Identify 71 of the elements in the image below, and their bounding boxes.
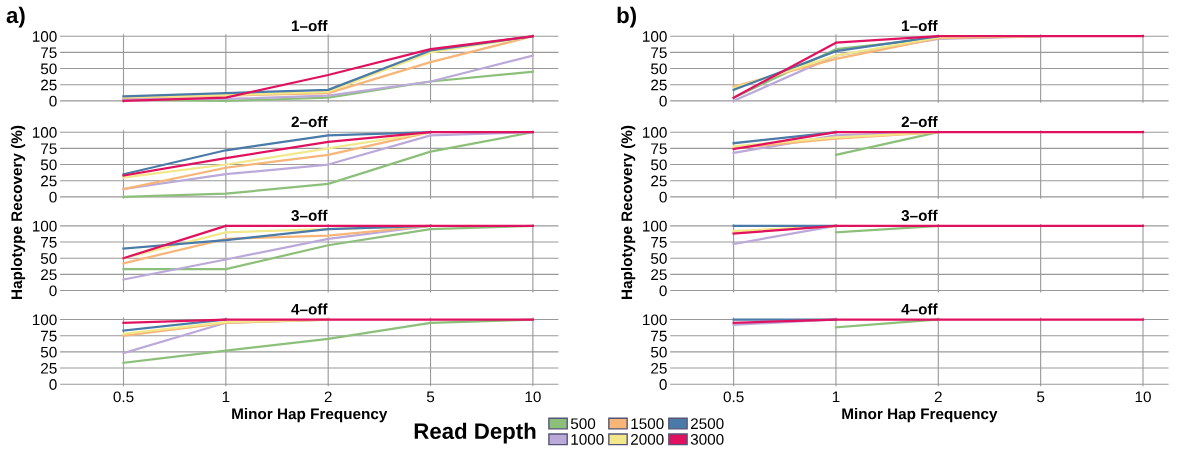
x-tick-label: 1 <box>832 391 840 403</box>
chart-title: 4–off <box>291 303 328 315</box>
y-tick-label: 0 <box>659 191 667 203</box>
x-tick-label: 5 <box>426 391 435 403</box>
y-axis-title: Haplotype Recovery (%) <box>10 125 26 299</box>
legend-label: 1500 <box>631 418 664 430</box>
legend-title: Read Depth <box>414 422 536 444</box>
y-tick-label: 0 <box>49 379 57 390</box>
y-tick-label: 75 <box>41 237 57 248</box>
chart-title: 2–off <box>901 116 938 128</box>
y-tick-label: 50 <box>651 159 667 171</box>
legend-label: 500 <box>570 418 596 430</box>
text: a) <box>6 6 25 28</box>
x-tick-label: 10 <box>525 391 541 403</box>
legend-label: 2500 <box>690 418 724 430</box>
y-tick-label: 100 <box>643 127 667 138</box>
chart-title: 2–off <box>291 116 328 128</box>
y-tick-label: 50 <box>651 253 667 264</box>
y-tick-label: 25 <box>651 79 667 91</box>
y-tick-label: 25 <box>651 175 667 187</box>
x-tick-label: 5 <box>1037 391 1045 403</box>
chart-title: 3–off <box>901 209 938 221</box>
legend-label: 1000 <box>571 433 604 445</box>
y-tick-label: 25 <box>651 362 667 374</box>
text: b) <box>617 6 636 28</box>
y-tick-label: 25 <box>41 79 57 91</box>
y-tick-label: 100 <box>643 220 667 232</box>
x-axis-title: Minor Hap Frequency <box>232 408 388 423</box>
y-tick-label: 75 <box>651 237 667 248</box>
y-tick-label: 0 <box>659 95 667 107</box>
y-tick-label: 0 <box>49 191 57 203</box>
chart-title: 1–off <box>902 20 938 32</box>
y-tick-label: 100 <box>643 314 667 326</box>
chart-title: 3–off <box>291 209 328 221</box>
y-tick-label: 50 <box>40 346 57 358</box>
y-tick-label: 50 <box>651 63 667 75</box>
y-tick-label: 100 <box>643 31 667 42</box>
y-tick-label: 100 <box>32 127 57 138</box>
y-tick-label: 25 <box>651 269 667 281</box>
y-axis-title: Haplotype Recovery (%) <box>621 125 636 299</box>
y-tick-label: 0 <box>659 379 667 390</box>
x-tick-label: 10 <box>1135 391 1151 403</box>
y-tick-label: 25 <box>41 175 57 187</box>
chart-title: 1–off <box>291 20 328 32</box>
chart-title: 4–off <box>901 303 938 315</box>
x-tick-label: 2 <box>934 391 942 403</box>
y-tick-label: 0 <box>49 95 57 107</box>
y-tick-label: 50 <box>651 346 667 358</box>
legend-label: 3000 <box>690 433 724 445</box>
legend-label: 2000 <box>631 433 664 445</box>
x-tick-label: 0.5 <box>113 391 134 403</box>
y-tick-label: 25 <box>41 362 57 374</box>
y-tick-label: 100 <box>32 314 57 326</box>
y-tick-label: 100 <box>32 31 57 42</box>
y-tick-label: 75 <box>651 47 667 59</box>
y-tick-label: 75 <box>651 330 667 342</box>
y-tick-label: 75 <box>41 330 57 342</box>
x-tick-label: 1 <box>222 391 230 403</box>
y-tick-label: 0 <box>659 285 667 297</box>
y-tick-label: 75 <box>651 143 667 155</box>
y-tick-label: 50 <box>40 159 57 171</box>
y-tick-label: 0 <box>49 285 57 297</box>
y-tick-label: 100 <box>32 220 57 232</box>
y-tick-label: 25 <box>41 269 57 281</box>
y-tick-label: 50 <box>40 253 57 264</box>
y-tick-label: 75 <box>41 47 57 59</box>
y-tick-label: 50 <box>40 63 57 75</box>
y-tick-label: 75 <box>41 143 57 155</box>
x-axis-title: Minor Hap Frequency <box>842 408 998 423</box>
x-tick-label: 0.5 <box>723 391 744 403</box>
x-tick-label: 2 <box>324 391 332 403</box>
